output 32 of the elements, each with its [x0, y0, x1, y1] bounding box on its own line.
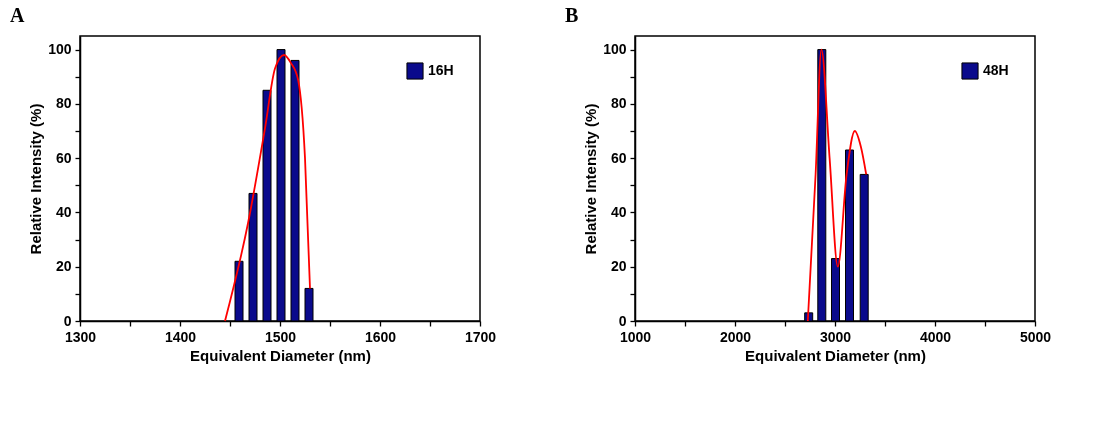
- x-tick-label: 1600: [364, 328, 397, 345]
- y-tick-label: 40: [55, 203, 72, 220]
- y-tick-label: 100: [48, 41, 72, 58]
- y-axis-title: Relative Intensity (%): [27, 103, 45, 255]
- y-tick-label: 80: [610, 95, 627, 112]
- x-tick-label: 1300: [64, 328, 97, 345]
- y-tick-label: 60: [55, 149, 72, 166]
- y-tick-label: 20: [55, 258, 72, 275]
- y-tick-label: 60: [610, 149, 627, 166]
- y-tick-label: 20: [610, 258, 627, 275]
- x-tick-label: 1500: [264, 328, 297, 345]
- x-tick-label: 1400: [164, 328, 197, 345]
- line-series: [806, 48, 868, 322]
- x-axis-title: Equivalent Diameter (nm): [190, 346, 371, 364]
- x-tick-label: 5000: [1019, 328, 1052, 345]
- legend-label: 48H: [983, 62, 1009, 78]
- x-tick-label: 1000: [619, 328, 652, 345]
- x-tick-label: 2000: [719, 328, 752, 345]
- line-series: [224, 54, 311, 322]
- y-tick-label: 100: [603, 41, 627, 58]
- y-tick-label: 40: [610, 203, 627, 220]
- x-tick-label: 1700: [464, 328, 497, 345]
- x-axis-title: Equivalent Diameter (nm): [745, 346, 926, 364]
- chart-title: B: [565, 4, 579, 26]
- chart-title: A: [10, 4, 25, 26]
- y-tick-label: 80: [55, 95, 72, 112]
- y-tick-label: 0: [63, 312, 72, 329]
- y-axis-title: Relative Intensity (%): [582, 103, 600, 255]
- x-tick-label: 3000: [819, 328, 852, 345]
- y-tick-label: 0: [618, 312, 627, 329]
- x-tick-label: 4000: [919, 328, 952, 345]
- legend-label: 16H: [428, 62, 454, 78]
